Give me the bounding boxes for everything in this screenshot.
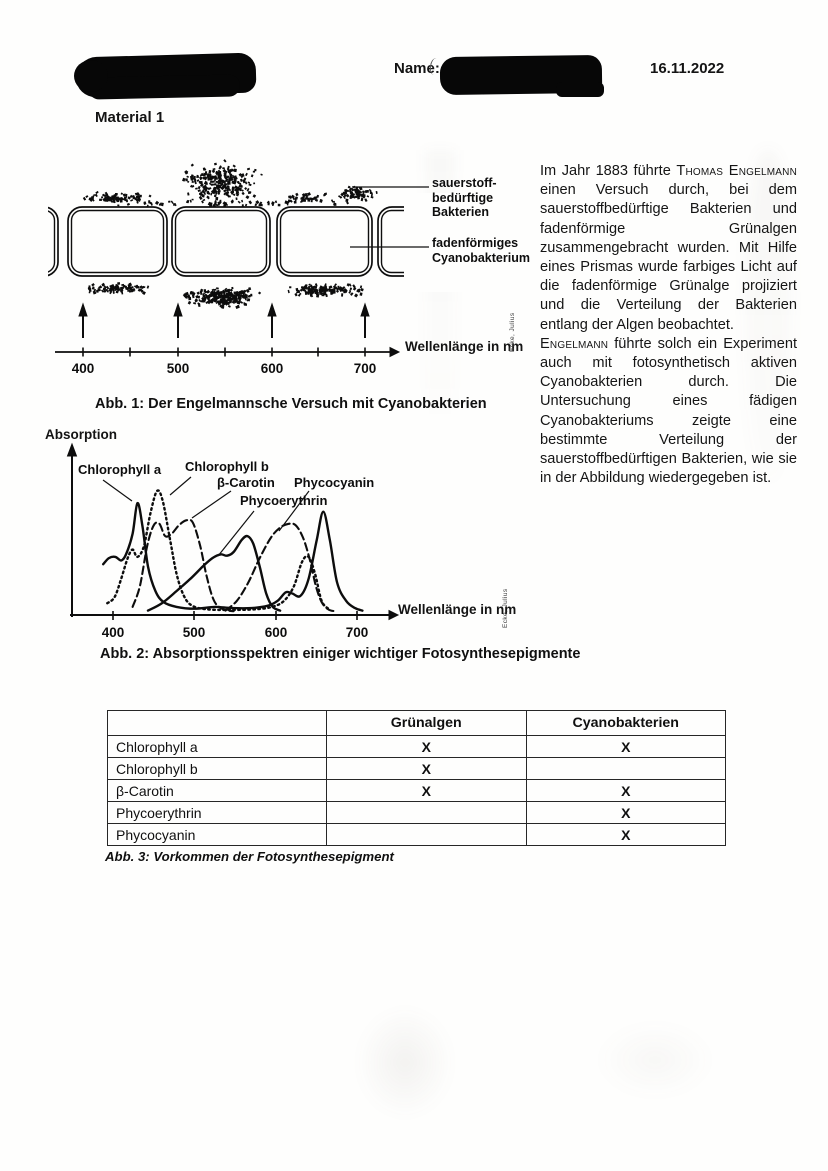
redaction-bar-left xyxy=(87,74,241,100)
fig2-axes xyxy=(66,442,400,621)
label-line: sauerstoff- xyxy=(432,176,497,190)
table-header-row: Grünalgen Cyanobakterien xyxy=(107,710,726,736)
tick-400: 400 xyxy=(102,625,125,640)
pigment-name-cell: β-Carotin xyxy=(107,779,327,802)
tick-600: 600 xyxy=(265,625,288,640)
table-row: Phycoerythrin X xyxy=(107,801,726,824)
redaction-bar-left xyxy=(74,60,108,92)
author-watermark: Ecke, Julius xyxy=(509,312,516,352)
table-caption: Abb. 3: Vorkommen der Fotosynthesepigmen… xyxy=(105,849,394,864)
gruenalgen-cell: X xyxy=(326,757,527,780)
table-row: Chlorophyll a X X xyxy=(107,735,726,758)
pigment-name-cell: Chlorophyll a xyxy=(107,735,327,758)
absorption-curve-4 xyxy=(146,534,282,612)
scan-crop-right xyxy=(404,193,540,292)
absorption-curve-0 xyxy=(102,501,364,612)
gruenalgen-cell xyxy=(326,801,527,824)
tick-400: 400 xyxy=(72,361,95,376)
fig2-leader-lines xyxy=(102,476,310,557)
phycocyanin-label: Phycocyanin xyxy=(294,475,375,490)
beta-carotin-label: β-Carotin xyxy=(217,475,275,490)
fig2-caption: Abb. 2: Absorptionsspektren einiger wich… xyxy=(100,646,581,662)
table-header-cyanobakterien: Cyanobakterien xyxy=(525,710,726,736)
name-label: Name: xyxy=(394,60,440,77)
table-row: Chlorophyll b X xyxy=(107,757,726,780)
gruenalgen-cell: X xyxy=(326,735,527,758)
scan-crop-left xyxy=(0,193,48,292)
tick-700: 700 xyxy=(354,361,377,376)
oxygen-bacteria-label: sauerstoff- bedürftige Bakterien xyxy=(432,176,497,220)
absorption-curve-2 xyxy=(131,518,235,613)
engelmann-experiment-figure: 400 500 600 700 xyxy=(0,159,540,376)
chlorophyll-b-label: Chlorophyll b xyxy=(185,459,269,474)
scan-smudge xyxy=(355,1005,455,1120)
label-line: Bakterien xyxy=(432,205,489,219)
label-line: fadenförmiges xyxy=(432,236,519,250)
tick-500: 500 xyxy=(167,361,190,376)
pigment-name-cell: Phycocyanin xyxy=(107,823,327,846)
fig1-wavelength-axis xyxy=(55,346,401,358)
absorption-spectra-chart: 400 500 600 700 xyxy=(66,442,400,640)
cyanobakterien-cell: X xyxy=(525,801,726,824)
scan-smudge xyxy=(595,1020,715,1100)
label-line: bedürftige xyxy=(432,190,494,205)
label-line: Cyanobakterium xyxy=(432,250,530,265)
cyanobakterien-cell xyxy=(525,757,726,780)
author-watermark: Ecke, Julius xyxy=(502,588,509,628)
gruenalgen-cell xyxy=(326,823,527,846)
fig1-caption: Abb. 1: Der Engelmannsche Versuch mit Cy… xyxy=(95,396,487,412)
phycoerythrin-label: Phycoerythrin xyxy=(240,493,328,508)
pigment-table: Grünalgen Cyanobakterien Chlorophyll a X… xyxy=(107,710,726,846)
table-header-empty xyxy=(107,710,327,736)
absorption-curves xyxy=(102,489,364,613)
cyanobakterien-cell: X xyxy=(525,735,726,758)
tick-700: 700 xyxy=(346,625,369,640)
pigment-name-cell: Chlorophyll b xyxy=(107,757,327,780)
table-row: β-Carotin X X xyxy=(107,779,726,802)
tick-600: 600 xyxy=(261,361,284,376)
label-leader-lines xyxy=(350,186,429,248)
fig2-ylabel: Absorption xyxy=(45,427,117,442)
absorption-curve-1 xyxy=(106,489,331,612)
table-header-gruenalgen: Grünalgen xyxy=(326,710,527,736)
bacteria-dots xyxy=(82,159,378,309)
light-arrows xyxy=(78,302,370,338)
date-text: 16.11.2022 xyxy=(650,60,725,77)
cyanobakterien-cell: X xyxy=(525,823,726,846)
fig1-axis-label: Wellenlänge in nm xyxy=(405,339,524,354)
fig2-tick-labels: 400 500 600 700 xyxy=(102,625,369,640)
cyanobacterium-label: fadenförmiges Cyanobakterium xyxy=(432,236,530,265)
redaction-bar-name xyxy=(556,82,604,97)
gruenalgen-cell: X xyxy=(326,779,527,802)
table-row: Phycocyanin X xyxy=(107,823,726,846)
pigment-name-cell: Phycoerythrin xyxy=(107,801,327,824)
fig1-tick-labels: 400 500 600 700 xyxy=(72,361,377,376)
cyanobakterien-cell: X xyxy=(525,779,726,802)
intro-text: Im Jahr 1883 führte Thomas Engelmann ein… xyxy=(540,163,798,487)
tick-500: 500 xyxy=(183,625,206,640)
absorption-curve-3 xyxy=(224,522,336,613)
material-title: Material 1 xyxy=(95,109,165,126)
fig2-xlabel: Wellenlänge in nm xyxy=(398,602,517,617)
chlorophyll-a-label: Chlorophyll a xyxy=(78,462,162,477)
